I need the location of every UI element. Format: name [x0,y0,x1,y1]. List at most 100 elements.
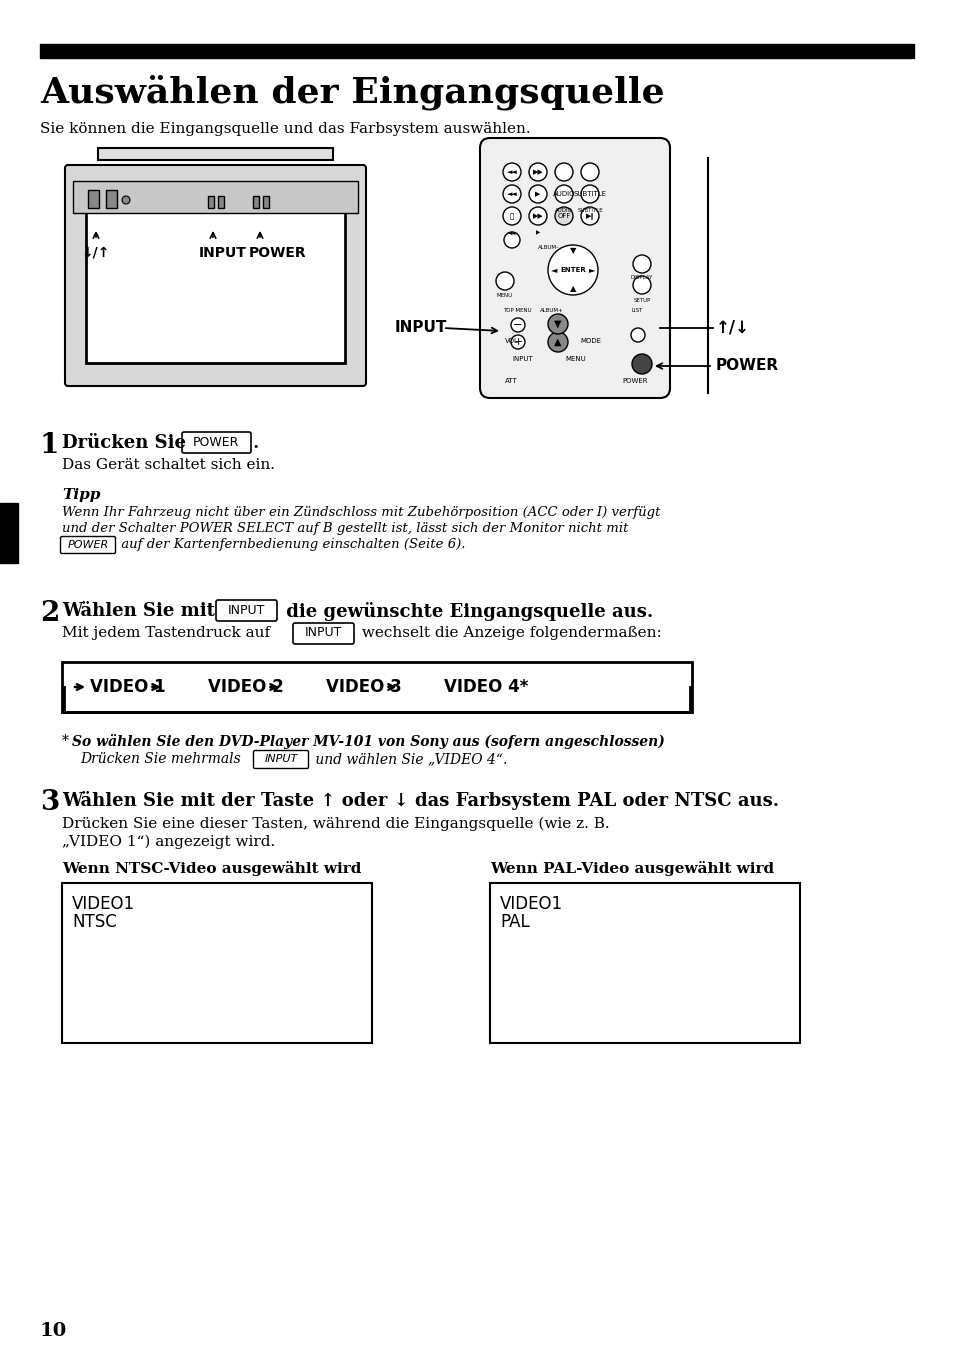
Text: ↓/↑: ↓/↑ [82,246,111,260]
Text: AUDIO: AUDIO [552,191,575,197]
Text: wechselt die Anzeige folgendermaßen:: wechselt die Anzeige folgendermaßen: [356,626,661,639]
Text: LIST: LIST [631,308,642,314]
Text: ▼: ▼ [569,246,576,256]
Text: Auswählen der Eingangsquelle: Auswählen der Eingangsquelle [40,74,664,111]
Circle shape [547,314,567,334]
Circle shape [529,207,546,224]
Bar [73,181,357,214]
Text: ▶▶: ▶▶ [532,214,543,219]
Bar [253,196,258,208]
Text: ►: ► [588,265,595,274]
Text: 10: 10 [40,1322,67,1340]
Circle shape [511,335,524,349]
Text: Sie können die Eingangsquelle und das Farbsystem auswählen.: Sie können die Eingangsquelle und das Fa… [40,122,530,137]
Text: Wählen Sie mit: Wählen Sie mit [62,602,221,621]
Text: OFF: OFF [557,214,570,219]
Text: POWER: POWER [716,358,779,373]
Text: VIDEO 4*: VIDEO 4* [443,677,528,696]
Bar [40,45,913,58]
Circle shape [529,164,546,181]
Text: SETUP: SETUP [633,297,650,303]
Circle shape [502,164,520,181]
Circle shape [122,196,130,204]
Text: ALBUM+: ALBUM+ [539,308,563,314]
Text: NTSC: NTSC [71,913,116,932]
Text: POWER: POWER [249,246,307,260]
Circle shape [547,333,567,352]
Circle shape [580,185,598,203]
Text: ⧖: ⧖ [509,212,514,219]
Text: ▲: ▲ [569,284,576,293]
Text: ◄: ◄ [550,265,557,274]
Circle shape [633,256,650,273]
Circle shape [555,185,573,203]
Text: POWER: POWER [193,435,239,449]
Bar [490,883,800,1042]
Bar [98,147,333,160]
Text: Mit jedem Tastendruck auf: Mit jedem Tastendruck auf [62,626,274,639]
Text: Drücken Sie: Drücken Sie [62,434,193,452]
Circle shape [631,354,651,375]
Bar [208,196,213,208]
Circle shape [547,245,598,295]
Text: POWER: POWER [621,379,647,384]
Text: PAL: PAL [499,913,529,932]
Text: VIDEO 1: VIDEO 1 [90,677,166,696]
Text: INPUT: INPUT [512,356,532,362]
FancyBboxPatch shape [182,433,251,453]
Text: ALBUM–: ALBUM– [537,245,559,250]
Text: INPUT: INPUT [227,603,264,617]
Text: SUBTITLE: SUBTITLE [577,208,602,214]
Text: ◄◄: ◄◄ [506,191,517,197]
Text: POWER: POWER [68,539,109,550]
Text: Drücken Sie eine dieser Tasten, während die Eingangsquelle (wie z. B.: Drücken Sie eine dieser Tasten, während … [62,817,609,831]
Text: AUDIO: AUDIO [555,208,573,214]
Bar [86,208,345,362]
Text: .: . [253,434,259,452]
Circle shape [555,207,573,224]
Text: INPUT: INPUT [264,754,297,764]
FancyBboxPatch shape [60,537,115,553]
Text: INPUT: INPUT [199,246,247,260]
FancyBboxPatch shape [65,165,366,387]
Circle shape [529,185,546,203]
Text: So wählen Sie den DVD-Player MV-101 von Sony aus (sofern angeschlossen): So wählen Sie den DVD-Player MV-101 von … [71,734,664,749]
Text: ◄◄: ◄◄ [507,230,516,235]
FancyBboxPatch shape [215,600,276,621]
Text: ↑/↓: ↑/↓ [716,319,749,337]
Circle shape [555,164,573,181]
Text: Drücken Sie mehrmals: Drücken Sie mehrmals [80,752,245,767]
Text: ▼: ▼ [554,319,561,329]
Text: ENTER: ENTER [559,266,585,273]
Text: die gewünschte Eingangsquelle aus.: die gewünschte Eingangsquelle aus. [280,602,653,621]
Circle shape [580,164,598,181]
Bar [263,196,269,208]
Text: und wählen Sie „VIDEO 4“.: und wählen Sie „VIDEO 4“. [311,752,507,767]
Text: ▶‖: ▶‖ [585,212,594,219]
Circle shape [630,329,644,342]
Text: VIDEO 3: VIDEO 3 [326,677,401,696]
Circle shape [511,318,524,333]
Text: 3: 3 [40,790,59,817]
Text: ▶: ▶ [536,230,539,235]
FancyBboxPatch shape [479,138,669,397]
FancyBboxPatch shape [253,750,308,768]
Text: −: − [513,320,522,330]
Bar [62,662,691,713]
Text: VIDEO1: VIDEO1 [71,895,135,913]
Text: MODE: MODE [579,338,600,343]
Bar [218,196,224,208]
Circle shape [502,185,520,203]
Bar [0,503,18,562]
Circle shape [496,272,514,289]
Text: VIDEO 2: VIDEO 2 [208,677,283,696]
Text: ▶: ▶ [535,191,540,197]
Text: auf der Kartenfernbedienung einschalten (Seite 6).: auf der Kartenfernbedienung einschalten … [117,538,465,552]
Text: MENU: MENU [564,356,585,362]
Text: Wenn Ihr Fahrzeug nicht über ein Zündschloss mit Zubehörposition (ACC oder I) ve: Wenn Ihr Fahrzeug nicht über ein Zündsch… [62,506,659,519]
Text: Wenn NTSC-Video ausgewählt wird: Wenn NTSC-Video ausgewählt wird [62,861,361,876]
Text: ATT: ATT [504,379,517,384]
Text: 2: 2 [40,600,59,627]
Text: +: + [513,337,522,347]
Circle shape [633,276,650,293]
